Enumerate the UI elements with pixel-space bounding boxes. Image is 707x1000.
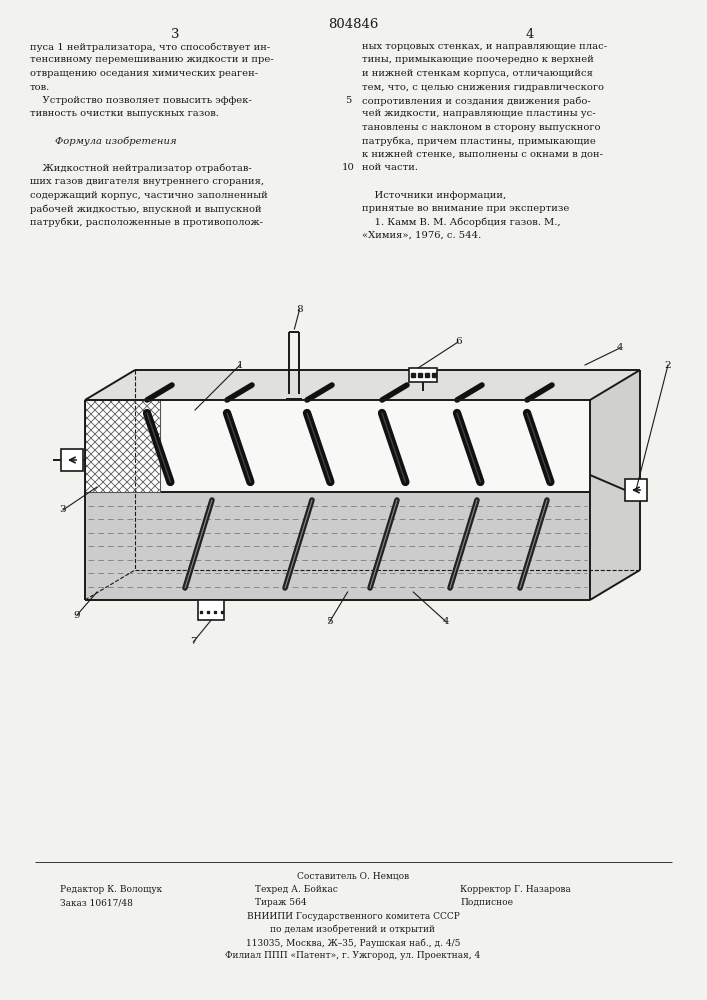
Text: 804846: 804846 [328,18,378,31]
Text: Источники информации,: Источники информации, [362,190,506,200]
Text: тенсивному перемешиванию жидкости и пре-: тенсивному перемешиванию жидкости и пре- [30,55,274,64]
Text: 5: 5 [326,617,333,626]
Text: Жидкостной нейтрализатор отработав-: Жидкостной нейтрализатор отработав- [30,163,252,173]
Text: тов.: тов. [30,83,50,92]
Text: сопротивления и создания движения рабо-: сопротивления и создания движения рабо- [362,96,591,105]
Text: 4: 4 [526,28,534,41]
Text: ших газов двигателя внутреннего сгорания,: ших газов двигателя внутреннего сгорания… [30,177,264,186]
Bar [409,368,437,382]
Polygon shape [85,400,160,492]
Text: Техред А. Бойкас: Техред А. Бойкас [255,885,338,894]
Text: 9: 9 [74,610,81,619]
Text: 10: 10 [341,163,354,172]
Bar [61,449,83,471]
Text: 3: 3 [171,28,180,41]
Text: к нижней стенке, выполнены с окнами в дон-: к нижней стенке, выполнены с окнами в до… [362,150,603,159]
Text: 5: 5 [345,96,351,105]
Text: ной части.: ной части. [362,163,418,172]
Text: тановлены с наклоном в сторону выпускного: тановлены с наклоном в сторону выпускног… [362,123,600,132]
Text: 4: 4 [617,344,624,353]
Text: Составитель О. Немцов: Составитель О. Немцов [297,872,409,881]
Text: Тираж 564: Тираж 564 [255,898,307,907]
Text: тины, примыкающие поочередно к верхней: тины, примыкающие поочередно к верхней [362,55,594,64]
Text: Формула изобретения: Формула изобретения [30,136,177,146]
Text: Подписное: Подписное [460,898,513,907]
Polygon shape [85,370,640,400]
Text: «Химия», 1976, с. 544.: «Химия», 1976, с. 544. [362,231,481,240]
Bar [198,600,224,620]
Text: рабочей жидкостью, впускной и выпускной: рабочей жидкостью, впускной и выпускной [30,204,262,214]
Text: чей жидкости, направляющие пластины ус-: чей жидкости, направляющие пластины ус- [362,109,595,118]
Text: Устройство позволяет повысить эффек-: Устройство позволяет повысить эффек- [30,96,252,105]
Text: 4: 4 [443,617,450,626]
Text: Корректор Г. Назарова: Корректор Г. Назарова [460,885,571,894]
Text: ВНИИПИ Государственного комитета СССР: ВНИИПИ Государственного комитета СССР [247,912,460,921]
Text: 6: 6 [455,338,462,347]
Text: пуса 1 нейтрализатора, что способствует ин-: пуса 1 нейтрализатора, что способствует … [30,42,270,51]
Text: по делам изобретений и открытий: по делам изобретений и открытий [271,925,436,934]
Text: Заказ 10617/48: Заказ 10617/48 [60,898,133,907]
Text: принятые во внимание при экспертизе: принятые во внимание при экспертизе [362,204,569,213]
Polygon shape [85,400,590,600]
Text: 8: 8 [296,306,303,314]
Text: патрубка, причем пластины, примыкающие: патрубка, причем пластины, примыкающие [362,136,596,146]
Text: 2: 2 [665,360,672,369]
Text: 7: 7 [190,638,197,647]
Text: содержащий корпус, частично заполненный: содержащий корпус, частично заполненный [30,190,268,200]
Text: 3: 3 [59,506,66,514]
Text: и нижней стенкам корпуса, отличающийся: и нижней стенкам корпуса, отличающийся [362,69,593,78]
Text: патрубки, расположенные в противополож-: патрубки, расположенные в противополож- [30,218,263,227]
Polygon shape [590,370,640,600]
Text: 1. Камм В. М. Абсорбция газов. М.,: 1. Камм В. М. Абсорбция газов. М., [362,218,561,227]
Text: тем, что, с целью снижения гидравлического: тем, что, с целью снижения гидравлическо… [362,83,604,92]
Text: тивность очистки выпускных газов.: тивность очистки выпускных газов. [30,109,219,118]
Polygon shape [85,492,590,600]
Bar [625,479,647,501]
Text: отвращению оседания химических реаген-: отвращению оседания химических реаген- [30,69,258,78]
Text: ных торцовых стенках, и направляющие плас-: ных торцовых стенках, и направляющие пла… [362,42,607,51]
Text: Филиал ППП «Патент», г. Ужгород, ул. Проектная, 4: Филиал ППП «Патент», г. Ужгород, ул. Про… [226,951,481,960]
Text: 1: 1 [237,360,243,369]
Text: 113035, Москва, Ж–35, Раушская наб., д. 4/5: 113035, Москва, Ж–35, Раушская наб., д. … [246,938,460,948]
Text: Редактор К. Волощук: Редактор К. Волощук [60,885,162,894]
